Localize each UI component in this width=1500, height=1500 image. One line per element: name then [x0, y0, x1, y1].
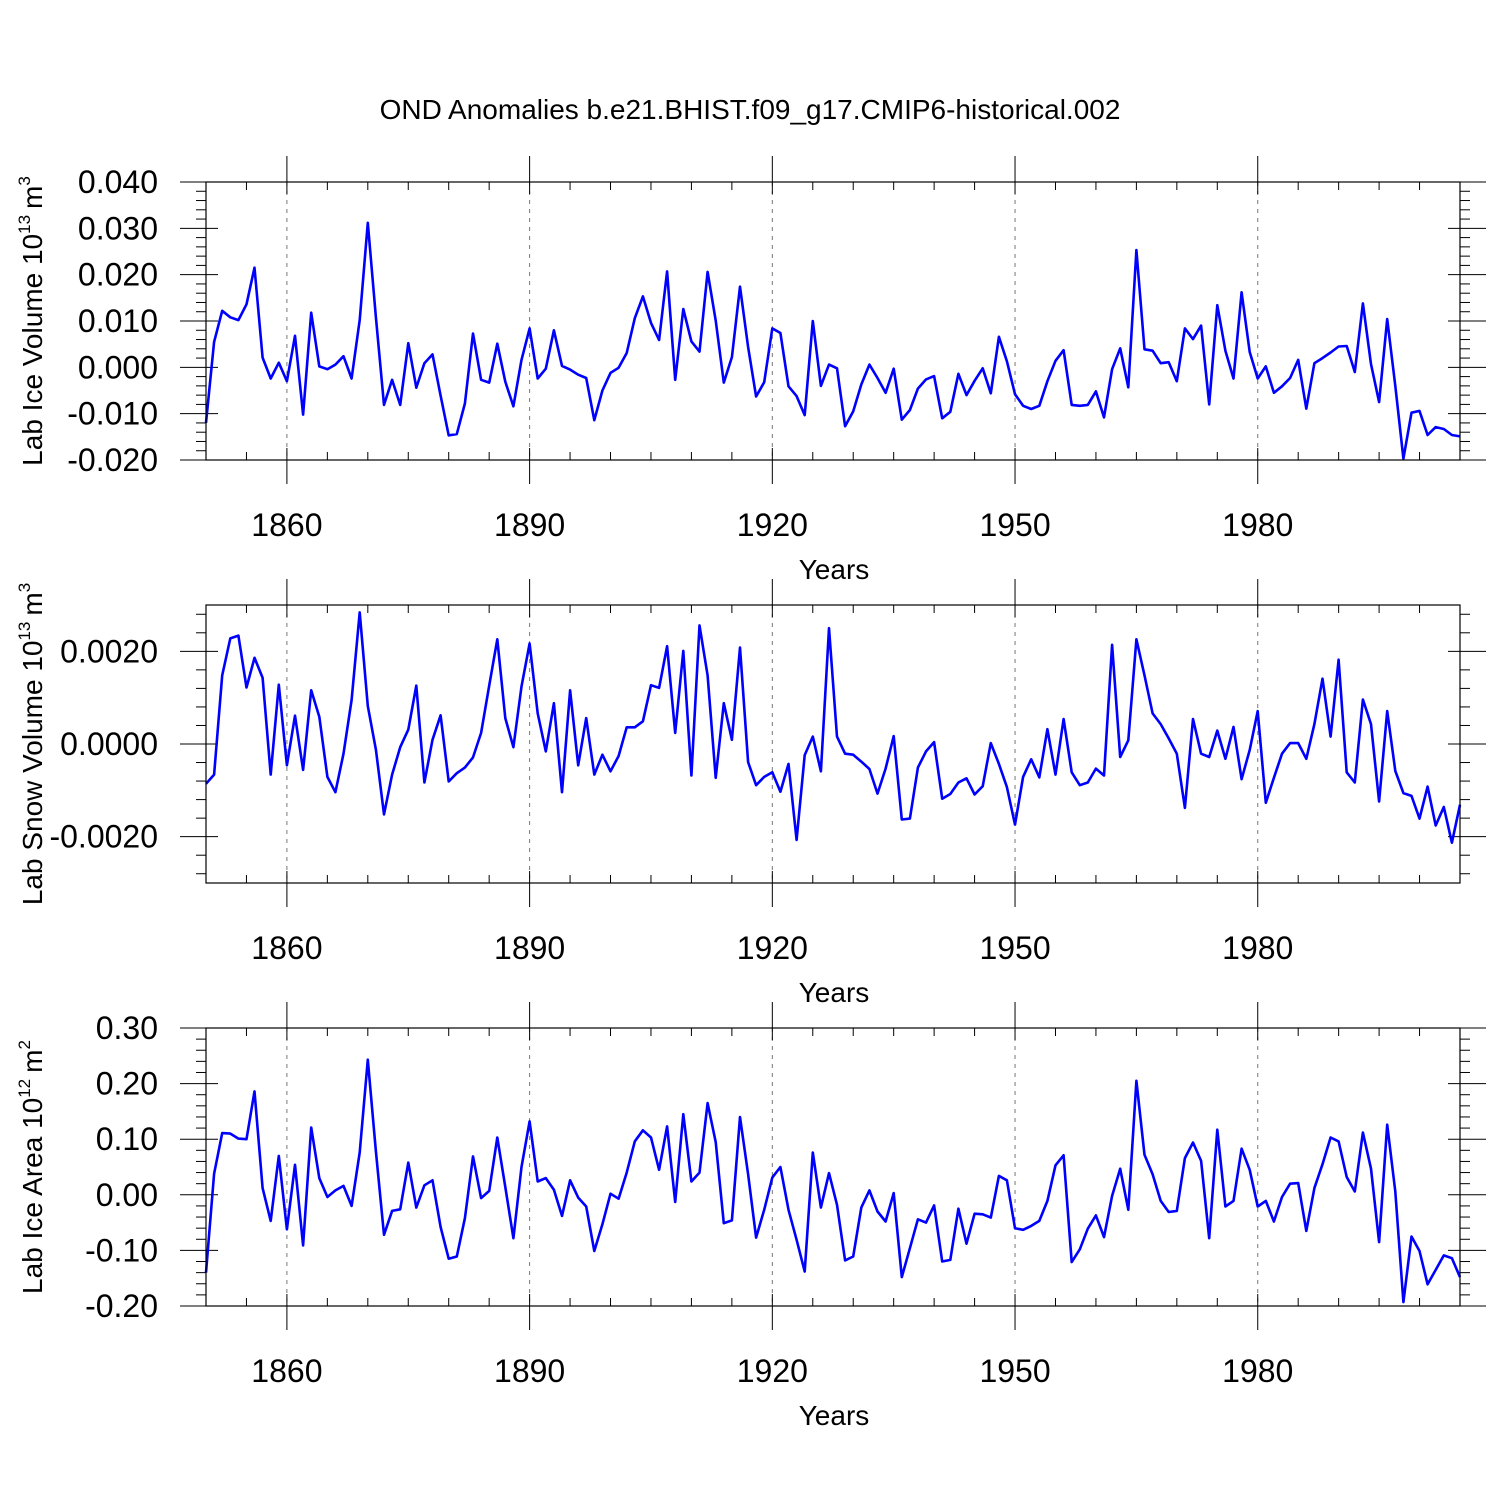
y-axis-label-unit-exponent: 3	[15, 583, 34, 592]
x-tick-label: 1890	[494, 1353, 565, 1389]
y-tick-label: 0.010	[78, 303, 158, 339]
x-tick-label: 1890	[494, 930, 565, 966]
y-tick-label: -0.0020	[49, 819, 158, 855]
y-tick-label: 0.10	[96, 1121, 158, 1157]
series-line	[205, 611, 1462, 845]
y-axis-label-unit: m	[17, 1050, 48, 1073]
x-tick-label: 1890	[494, 507, 565, 543]
series-line	[204, 221, 1461, 460]
panel-3: -0.20 -0.10 0.00 0.10 0.20 0.30 1860 1890 1920 19…	[15, 1002, 1486, 1431]
x-tick-label: 1860	[251, 507, 322, 543]
y-tick-label: -0.010	[67, 396, 158, 432]
y-tick-label: 0.00	[96, 1177, 158, 1213]
plot-frame	[205, 181, 1461, 461]
x-tick-label: 1950	[979, 930, 1050, 966]
x-tick-label: 1950	[979, 507, 1050, 543]
y-tick-label: 0.30	[96, 1010, 158, 1046]
y-axis-label-exponent: 13	[15, 215, 34, 234]
y-axis-label-unit: m	[17, 592, 48, 615]
y-axis-label-text: Lab Snow Volume 10	[17, 641, 48, 906]
plot-frame	[205, 1027, 1461, 1307]
y-tick-label: -0.20	[85, 1288, 158, 1324]
panels: -0.020 -0.010 0.000 0.010 0.020 0.030 0.040 186…	[15, 156, 1486, 1431]
x-tick-label: 1920	[737, 507, 808, 543]
x-tick-label: 1860	[251, 1353, 322, 1389]
y-axis-label-unit-exponent: 2	[15, 1040, 34, 1049]
y-axis-label-exponent: 12	[15, 1079, 34, 1098]
y-axis-label-text: Lab Ice Volume 10	[17, 234, 48, 466]
y-axis-label: Lab Snow Volume 1013 m3	[15, 583, 48, 905]
plot-frame	[205, 604, 1461, 884]
x-tick-label: 1950	[979, 1353, 1050, 1389]
y-tick-label: 0.020	[78, 257, 158, 293]
y-tick-label: 0.030	[78, 210, 158, 246]
panel-2: -0.0020 0.0000 0.0020 1860 1890 1920 1950 1980 Y…	[15, 579, 1486, 1008]
y-tick-label: 0.0020	[60, 633, 158, 669]
x-tick-label: 1920	[737, 1353, 808, 1389]
y-tick-label: 0.040	[78, 164, 158, 200]
y-axis-label-text: Lab Ice Area 10	[17, 1098, 48, 1294]
x-tick-label: 1980	[1222, 507, 1293, 543]
y-tick-label: 0.000	[78, 349, 158, 385]
panel-1: -0.020 -0.010 0.000 0.010 0.020 0.030 0.040 186…	[15, 156, 1486, 585]
x-tick-label: 1980	[1222, 1353, 1293, 1389]
x-axis-label: Years	[799, 554, 870, 585]
x-axis-label: Years	[799, 977, 870, 1008]
x-tick-label: 1860	[251, 930, 322, 966]
y-tick-label: 0.20	[96, 1066, 158, 1102]
y-tick-label: 0.0000	[60, 726, 158, 762]
x-tick-label: 1920	[737, 930, 808, 966]
y-axis-label-unit-exponent: 3	[15, 176, 34, 185]
y-tick-label: -0.020	[67, 442, 158, 478]
y-axis-label: Lab Ice Volume 1013 m3	[15, 176, 48, 466]
y-axis-label-unit: m	[17, 186, 48, 209]
y-tick-label: -0.10	[85, 1232, 158, 1268]
figure-title: OND Anomalies b.e21.BHIST.f09_g17.CMIP6-…	[380, 94, 1121, 125]
x-axis-label: Years	[799, 1400, 870, 1431]
x-tick-label: 1980	[1222, 930, 1293, 966]
series-line	[204, 1058, 1462, 1304]
y-axis-label-exponent: 13	[15, 622, 34, 641]
y-axis-label: Lab Ice Area 1012 m2	[15, 1040, 48, 1294]
